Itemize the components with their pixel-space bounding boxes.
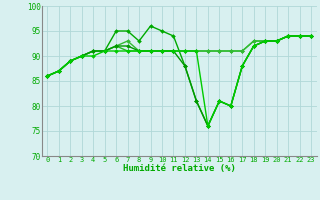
X-axis label: Humidité relative (%): Humidité relative (%) <box>123 164 236 173</box>
